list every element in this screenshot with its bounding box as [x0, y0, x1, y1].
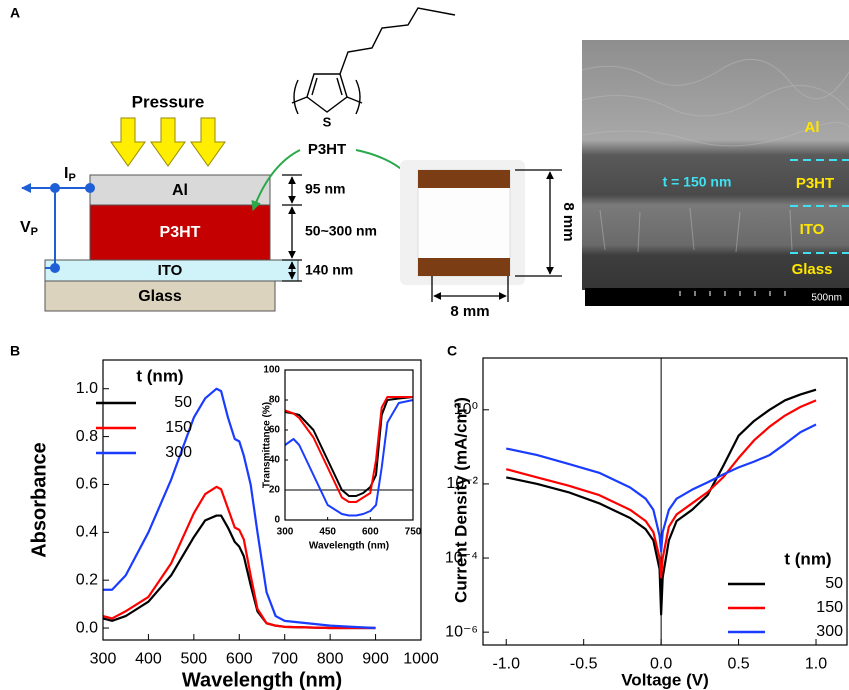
y-tick-label: 0.8: [76, 428, 98, 445]
x-tick-label: 600: [226, 650, 253, 667]
x-axis-label: Wavelength (nm): [309, 541, 389, 552]
sem-label: Glass: [792, 261, 833, 278]
voltage-symbol: V: [20, 219, 31, 236]
x-tick-label: 800: [317, 650, 344, 667]
sample-width: 8 mm: [450, 303, 489, 320]
x-tick-label: 750: [405, 527, 422, 538]
legend-title: t (nm): [136, 366, 183, 385]
y-axis-label: Current Density (mA/cm²): [451, 397, 470, 603]
panel-label: B: [10, 343, 20, 359]
y-tick-label: 10⁻⁶: [445, 623, 478, 640]
x-tick-label: 1.0: [805, 655, 827, 672]
x-tick-label: 400: [135, 650, 162, 667]
y-tick-label: 0: [274, 515, 280, 526]
thickness-label: 50~300 nm: [305, 223, 377, 239]
inset-background: [285, 370, 413, 520]
legend-label: 50: [825, 575, 843, 592]
current-subscript: P: [68, 172, 75, 184]
sem-thickness: t = 150 nm: [663, 174, 732, 190]
plot-frame: [483, 358, 847, 645]
pressure-arrows: [111, 118, 225, 166]
y-tick-label: 0.4: [76, 524, 98, 541]
sem-label: Al: [805, 119, 820, 136]
layer-label: Glass: [138, 288, 182, 305]
thickness-label: 95 nm: [305, 181, 345, 197]
layer-label: ITO: [158, 262, 183, 279]
current-label: IP: [64, 165, 76, 184]
legend-label: 300: [165, 444, 192, 461]
x-tick-label: 300: [90, 650, 117, 667]
electrode-top: [418, 170, 510, 188]
y-tick-label: 100: [263, 365, 280, 376]
x-tick-label: 0.5: [727, 655, 749, 672]
x-tick-label: 300: [277, 527, 294, 538]
x-axis-label: Voltage (V): [621, 670, 709, 689]
y-axis-label: Transmittance (%): [262, 402, 273, 488]
x-tick-label: 1000: [403, 650, 439, 667]
voltage-subscript: P: [31, 226, 38, 238]
y-tick-label: 0.2: [76, 571, 98, 588]
legend-label: 300: [816, 623, 843, 640]
y-tick-label: 0.6: [76, 476, 98, 493]
y-tick-label: 1.0: [76, 380, 98, 397]
x-tick-label: -0.5: [570, 655, 598, 672]
x-tick-label: 450: [319, 527, 336, 538]
electrode-bottom: [418, 258, 510, 276]
y-tick-label: 0.0: [76, 619, 98, 636]
molecule-name: P3HT: [308, 141, 346, 158]
sem-label: P3HT: [796, 175, 834, 192]
molecule-structure: [292, 8, 455, 114]
legend-label: 50: [174, 394, 192, 411]
y-axis-label: Absorbance: [28, 442, 50, 558]
legend-title: t (nm): [784, 549, 831, 568]
panel-label: C: [447, 343, 457, 359]
sample-height: 8 mm: [560, 202, 577, 241]
sem-label: ITO: [800, 221, 825, 238]
legend-label: 150: [165, 419, 192, 436]
thickness-label: 140 nm: [305, 262, 353, 278]
sem-scale-bar: [585, 288, 849, 306]
sem-scale-label: 500nm: [811, 293, 842, 304]
layer-label: P3HT: [160, 224, 201, 241]
x-tick-label: 900: [362, 650, 389, 667]
pressure-label: Pressure: [132, 92, 205, 111]
layer-label: Al: [172, 182, 188, 199]
x-tick-label: -1.0: [492, 655, 520, 672]
x-tick-label: 700: [271, 650, 298, 667]
figure: A Pressure Al P3HT ITO Glass IP VP 95 nm…: [0, 0, 849, 690]
atom-label: S: [323, 114, 332, 129]
x-tick-label: 600: [362, 527, 379, 538]
x-tick-label: 500: [181, 650, 208, 667]
voltage-label: VP: [20, 219, 38, 238]
legend-label: 150: [816, 599, 843, 616]
x-axis-label: Wavelength (nm): [182, 669, 342, 690]
panel-label: A: [10, 5, 20, 21]
